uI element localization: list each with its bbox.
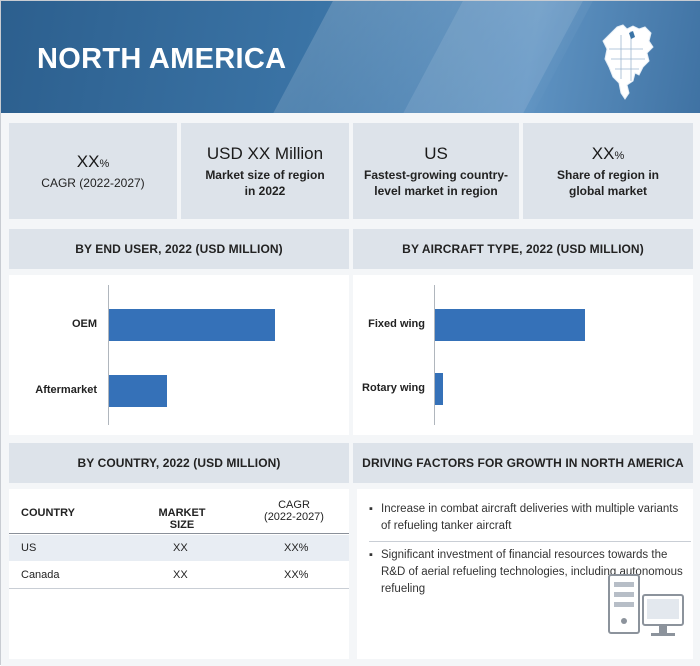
- bullet-icon: ▪: [369, 503, 373, 515]
- aircraft-type-tick-label: Rotary wing: [362, 382, 425, 394]
- col-country: COUNTRY: [21, 507, 75, 519]
- aircraft-type-bar-rotary-wing: [435, 373, 443, 405]
- stat-cagr-value: XX%: [76, 151, 110, 171]
- driver-divider: [369, 541, 691, 542]
- stat-cagr: XX% CAGR (2022-2027): [9, 123, 177, 219]
- section-drivers: DRIVING FACTORS FOR GROWTH IN NORTH AMER…: [353, 443, 693, 483]
- col-cagr: CAGR (2022-2027): [254, 499, 334, 523]
- bullet-icon: ▪: [369, 549, 373, 561]
- stat-market-size-label: Market size of region in 2022: [205, 167, 325, 198]
- end-user-tick-label: Aftermarket: [35, 384, 97, 396]
- stat-region-share: XX% Share of region in global market: [523, 123, 693, 219]
- section-country: BY COUNTRY, 2022 (USD MILLION): [9, 443, 349, 483]
- aircraft-type-axis: [434, 285, 435, 425]
- country-table: COUNTRY MARKET SIZE CAGR (2022-2027) US …: [9, 489, 349, 659]
- section-end-user: BY END USER, 2022 (USD MILLION): [9, 229, 349, 269]
- col-market-size: MARKET SIZE: [158, 507, 206, 531]
- driver-text: Increase in combat aircraft deliveries w…: [381, 503, 679, 532]
- row-market-size: XX: [173, 569, 188, 581]
- table-bottom-rule: [9, 588, 349, 589]
- end-user-bar-aftermarket: [109, 375, 168, 407]
- driver-text: Significant investment of financial reso…: [381, 549, 683, 595]
- col-cagr-line2: (2022-2027): [264, 511, 324, 523]
- aircraft-type-tick-label: Fixed wing: [368, 318, 425, 330]
- end-user-axis: [108, 285, 109, 425]
- table-row: US XX XX%: [9, 535, 349, 561]
- end-user-bar-oem: [109, 309, 275, 341]
- driver-item: ▪ Increase in combat aircraft deliveries…: [369, 501, 689, 535]
- server-monitor-icon: [608, 574, 684, 636]
- driver-item: ▪ Significant investment of financial re…: [369, 547, 689, 598]
- row-cagr: XX%: [284, 569, 309, 581]
- section-aircraft-type: BY AIRCRAFT TYPE, 2022 (USD MILLION): [353, 229, 693, 269]
- aircraft-type-chart: Fixed wing Rotary wing: [353, 275, 693, 435]
- table-row: Canada XX XX%: [9, 562, 349, 588]
- table-header: COUNTRY MARKET SIZE CAGR (2022-2027): [9, 489, 349, 539]
- stat-market-size-value: USD XX Million: [206, 143, 324, 163]
- end-user-chart: OEM Aftermarket: [9, 275, 349, 435]
- stat-fastest-growing-value: US: [424, 143, 448, 163]
- stat-market-size: USD XX Million Market size of region in …: [181, 123, 349, 219]
- stat-region-share-value: XX%: [591, 143, 625, 163]
- page-title: NORTH AMERICA: [37, 43, 287, 75]
- stat-fastest-growing: US Fastest-growing country-level market …: [353, 123, 519, 219]
- row-market-size: XX: [173, 542, 188, 554]
- stat-region-share-label: Share of region in global market: [556, 167, 659, 198]
- table-header-rule: [9, 533, 349, 534]
- row-country: Canada: [21, 569, 60, 581]
- header-banner: NORTH AMERICA: [1, 1, 700, 113]
- north-america-map-icon: [602, 24, 654, 100]
- row-country: US: [21, 542, 37, 554]
- end-user-tick-label: OEM: [71, 318, 97, 330]
- aircraft-type-bar-fixed-wing: [435, 309, 585, 341]
- col-cagr-line1: CAGR: [278, 499, 310, 511]
- row-cagr: XX%: [284, 542, 309, 554]
- stat-fastest-growing-label: Fastest-growing country-level market in …: [363, 167, 508, 198]
- stat-cagr-label: CAGR (2022-2027): [41, 175, 145, 190]
